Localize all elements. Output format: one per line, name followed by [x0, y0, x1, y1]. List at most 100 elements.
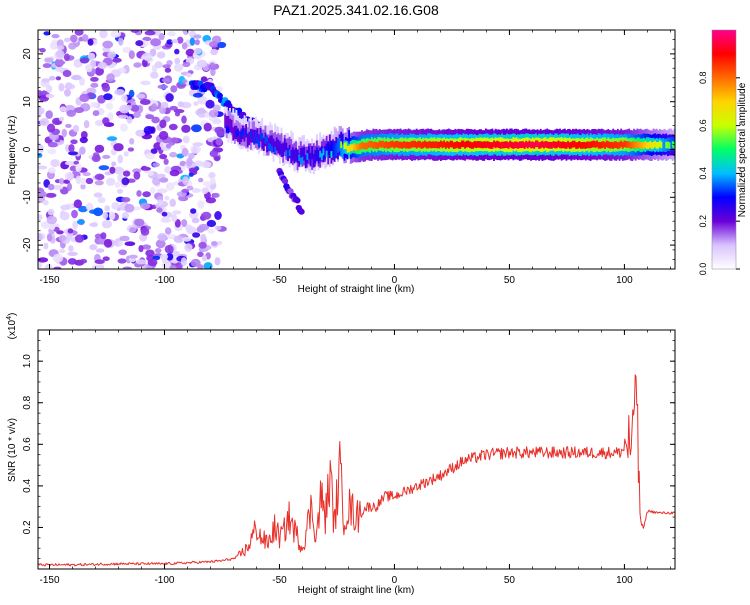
noise-blob: [143, 126, 155, 135]
ridge-cell: [584, 142, 587, 149]
ridge-cell: [370, 140, 373, 148]
noise-blob: [45, 192, 57, 198]
ridge-cell: [507, 142, 510, 149]
ridge-cell: [422, 141, 425, 149]
ridge-cell: [526, 141, 529, 149]
ridge-cell: [340, 143, 343, 157]
noise-blob: [122, 266, 133, 269]
ridge-cell: [296, 149, 299, 163]
ridge-cell: [549, 141, 552, 149]
ridge-cell: [601, 141, 603, 149]
ridge-cell: [512, 142, 515, 149]
noise-blob: [118, 36, 124, 46]
noise-blob: [145, 114, 155, 120]
noise-blob: [107, 51, 116, 59]
noise-blob: [173, 235, 184, 243]
noise-blob: [121, 94, 128, 102]
noise-blob: [79, 146, 86, 155]
ridge-cell: [259, 133, 262, 140]
ridge-cell: [580, 142, 582, 149]
ridge-cell: [617, 142, 619, 149]
noise-blob: [170, 137, 179, 144]
ridge-cell: [232, 115, 235, 137]
noise-blob: [117, 258, 127, 264]
ridge-cell: [641, 142, 644, 149]
ridge-cell: [372, 142, 375, 149]
ridge-cell: [293, 149, 296, 163]
noise-blob: [140, 80, 151, 86]
ridge-cell: [359, 142, 362, 150]
ridge-cell: [528, 140, 531, 148]
ridge-cell: [568, 142, 571, 149]
ridge-cell: [436, 141, 439, 149]
noise-blob: [56, 39, 64, 48]
ridge-cell: [515, 141, 518, 149]
noise-blob: [109, 166, 116, 174]
noise-blob: [119, 123, 128, 132]
noise-blob: [85, 177, 94, 185]
noise-blob: [98, 165, 110, 171]
ridge-cell: [303, 147, 305, 161]
ridge-cell: [269, 135, 272, 149]
noise-blob: [181, 42, 188, 50]
ridge-cell: [411, 141, 413, 148]
noise-blob: [191, 124, 202, 133]
noise-blob: [176, 153, 185, 159]
noise-blob: [160, 253, 169, 260]
noise-blob: [151, 103, 158, 111]
noise-blob: [38, 106, 45, 115]
ridge-cell: [573, 140, 576, 148]
ridge-cell: [409, 141, 412, 149]
ridge-cell: [246, 133, 249, 147]
ridge-cell: [448, 142, 450, 149]
ridge-cell: [346, 146, 349, 153]
snr-x-tick-label: 0: [392, 575, 398, 586]
noise-blob: [180, 257, 187, 267]
ridge-cell: [385, 141, 388, 148]
snr-content: [38, 374, 675, 567]
colorbar-tick-label: 0.0: [698, 263, 708, 276]
ridge-cell: [406, 141, 409, 149]
noise-blob: [159, 177, 169, 183]
noise-blob: [49, 225, 56, 230]
ridge-cell: [449, 140, 452, 148]
ridge-cell: [290, 150, 293, 164]
noise-blob: [164, 244, 174, 254]
snr-y-label: SNR (10 * v/v): [7, 418, 18, 482]
noise-blob: [181, 124, 191, 133]
noise-blob: [154, 248, 162, 254]
noise-blob: [197, 251, 204, 258]
noise-blob: [70, 34, 78, 43]
ridge-cell: [325, 150, 328, 158]
colorbar-tick-label: 0.8: [698, 72, 708, 85]
snr-y-tick-label: 0.4: [22, 478, 33, 492]
noise-blob: [144, 30, 156, 36]
ridge-cell: [440, 140, 442, 148]
ridge-cell: [250, 130, 252, 138]
ridge-cell: [523, 142, 526, 149]
ridge-cell: [456, 141, 458, 148]
ridge-cell: [280, 143, 283, 157]
noise-blob: [150, 38, 162, 47]
noise-blob: [174, 219, 181, 228]
noise-blob: [47, 148, 57, 155]
ridge-cell: [251, 129, 254, 143]
ridge-cell: [417, 140, 420, 148]
ridge-cell: [304, 154, 307, 169]
noise-blob: [209, 62, 216, 71]
ridge-cell: [609, 141, 611, 149]
noise-blob: [117, 173, 124, 182]
noise-blob: [169, 151, 178, 158]
ridge-cell: [552, 141, 555, 148]
ridge-cell: [404, 141, 407, 149]
noise-blob: [152, 176, 161, 186]
ridge-cell: [266, 135, 268, 143]
noise-blob: [162, 64, 171, 69]
ridge-cell: [335, 142, 338, 157]
ridge-cell: [535, 140, 537, 148]
noise-blob: [79, 77, 85, 86]
noise-blob: [46, 215, 57, 225]
noise-blob: [38, 191, 47, 198]
noise-blob: [116, 188, 124, 194]
ridge-cell: [308, 146, 310, 160]
